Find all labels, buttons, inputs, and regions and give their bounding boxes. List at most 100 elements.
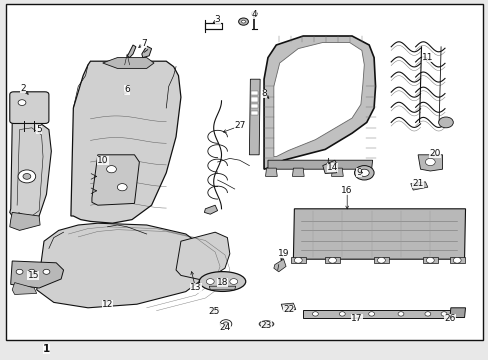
Circle shape	[425, 158, 434, 166]
Polygon shape	[325, 257, 339, 263]
Text: 25: 25	[208, 307, 220, 316]
Text: 3: 3	[214, 15, 220, 24]
Text: 2: 2	[20, 84, 26, 93]
Text: 20: 20	[428, 149, 440, 158]
Circle shape	[106, 166, 116, 173]
Polygon shape	[249, 79, 260, 155]
Polygon shape	[251, 91, 258, 95]
Text: 22: 22	[282, 305, 294, 314]
Polygon shape	[127, 45, 136, 58]
Polygon shape	[360, 168, 372, 176]
Circle shape	[18, 100, 26, 105]
Polygon shape	[449, 308, 465, 318]
Polygon shape	[417, 155, 442, 171]
Polygon shape	[251, 97, 258, 102]
Circle shape	[43, 269, 50, 274]
Text: 24: 24	[219, 323, 230, 332]
Polygon shape	[373, 257, 388, 263]
Circle shape	[359, 169, 368, 176]
Circle shape	[294, 257, 302, 263]
Text: 10: 10	[97, 156, 108, 165]
Text: 18: 18	[216, 278, 228, 287]
Polygon shape	[281, 303, 295, 311]
Circle shape	[426, 257, 433, 263]
Text: 8: 8	[261, 89, 266, 98]
Polygon shape	[10, 212, 40, 230]
Polygon shape	[37, 223, 210, 308]
Polygon shape	[265, 168, 277, 176]
Polygon shape	[71, 61, 181, 223]
Text: 23: 23	[260, 321, 272, 330]
Polygon shape	[290, 257, 305, 263]
Text: 27: 27	[233, 122, 245, 130]
Polygon shape	[204, 205, 217, 214]
Circle shape	[377, 257, 385, 263]
Polygon shape	[449, 257, 464, 263]
Circle shape	[211, 307, 219, 313]
Polygon shape	[273, 259, 285, 272]
Circle shape	[220, 320, 231, 328]
Text: 9: 9	[356, 168, 362, 177]
Polygon shape	[410, 182, 427, 190]
Polygon shape	[264, 36, 375, 169]
Polygon shape	[176, 232, 229, 281]
Polygon shape	[303, 310, 449, 318]
Circle shape	[312, 312, 318, 316]
Circle shape	[16, 269, 23, 274]
Polygon shape	[251, 111, 258, 115]
FancyBboxPatch shape	[10, 92, 49, 123]
Circle shape	[223, 322, 228, 326]
Ellipse shape	[199, 271, 245, 292]
Polygon shape	[251, 104, 258, 108]
Polygon shape	[209, 286, 235, 290]
Circle shape	[206, 279, 214, 284]
Polygon shape	[292, 168, 304, 176]
Text: 6: 6	[124, 85, 130, 94]
Polygon shape	[205, 23, 222, 29]
Circle shape	[424, 312, 430, 316]
Circle shape	[28, 269, 35, 274]
Circle shape	[218, 279, 226, 284]
Ellipse shape	[259, 321, 273, 327]
Polygon shape	[102, 58, 154, 68]
Text: 17: 17	[350, 314, 362, 323]
Circle shape	[339, 312, 345, 316]
Text: 7: 7	[141, 39, 147, 48]
Circle shape	[18, 170, 36, 183]
Circle shape	[397, 312, 403, 316]
Circle shape	[238, 18, 248, 25]
Polygon shape	[11, 261, 63, 288]
Circle shape	[440, 312, 446, 316]
Text: 13: 13	[189, 284, 201, 292]
Polygon shape	[322, 160, 337, 174]
Circle shape	[438, 117, 452, 128]
Polygon shape	[267, 160, 372, 169]
Circle shape	[452, 257, 460, 263]
Text: 16: 16	[341, 186, 352, 195]
Polygon shape	[142, 46, 151, 58]
Polygon shape	[422, 257, 437, 263]
Text: 4: 4	[251, 10, 257, 19]
Text: 15: 15	[27, 271, 39, 280]
Circle shape	[368, 312, 374, 316]
Polygon shape	[293, 209, 465, 259]
Circle shape	[229, 279, 237, 284]
Polygon shape	[92, 155, 139, 205]
Text: 5: 5	[36, 125, 42, 134]
Polygon shape	[273, 42, 364, 157]
Text: 11: 11	[421, 53, 433, 62]
Circle shape	[23, 174, 31, 179]
Circle shape	[251, 12, 257, 16]
Text: 19: 19	[277, 249, 289, 258]
Text: 26: 26	[443, 314, 455, 323]
Polygon shape	[12, 283, 37, 294]
Polygon shape	[331, 168, 343, 176]
Circle shape	[117, 184, 127, 191]
Polygon shape	[10, 122, 51, 223]
Text: 1: 1	[43, 344, 50, 354]
Text: 14: 14	[326, 163, 338, 172]
Circle shape	[241, 20, 245, 23]
Circle shape	[354, 166, 373, 180]
Circle shape	[328, 257, 336, 263]
Text: 12: 12	[102, 300, 113, 309]
